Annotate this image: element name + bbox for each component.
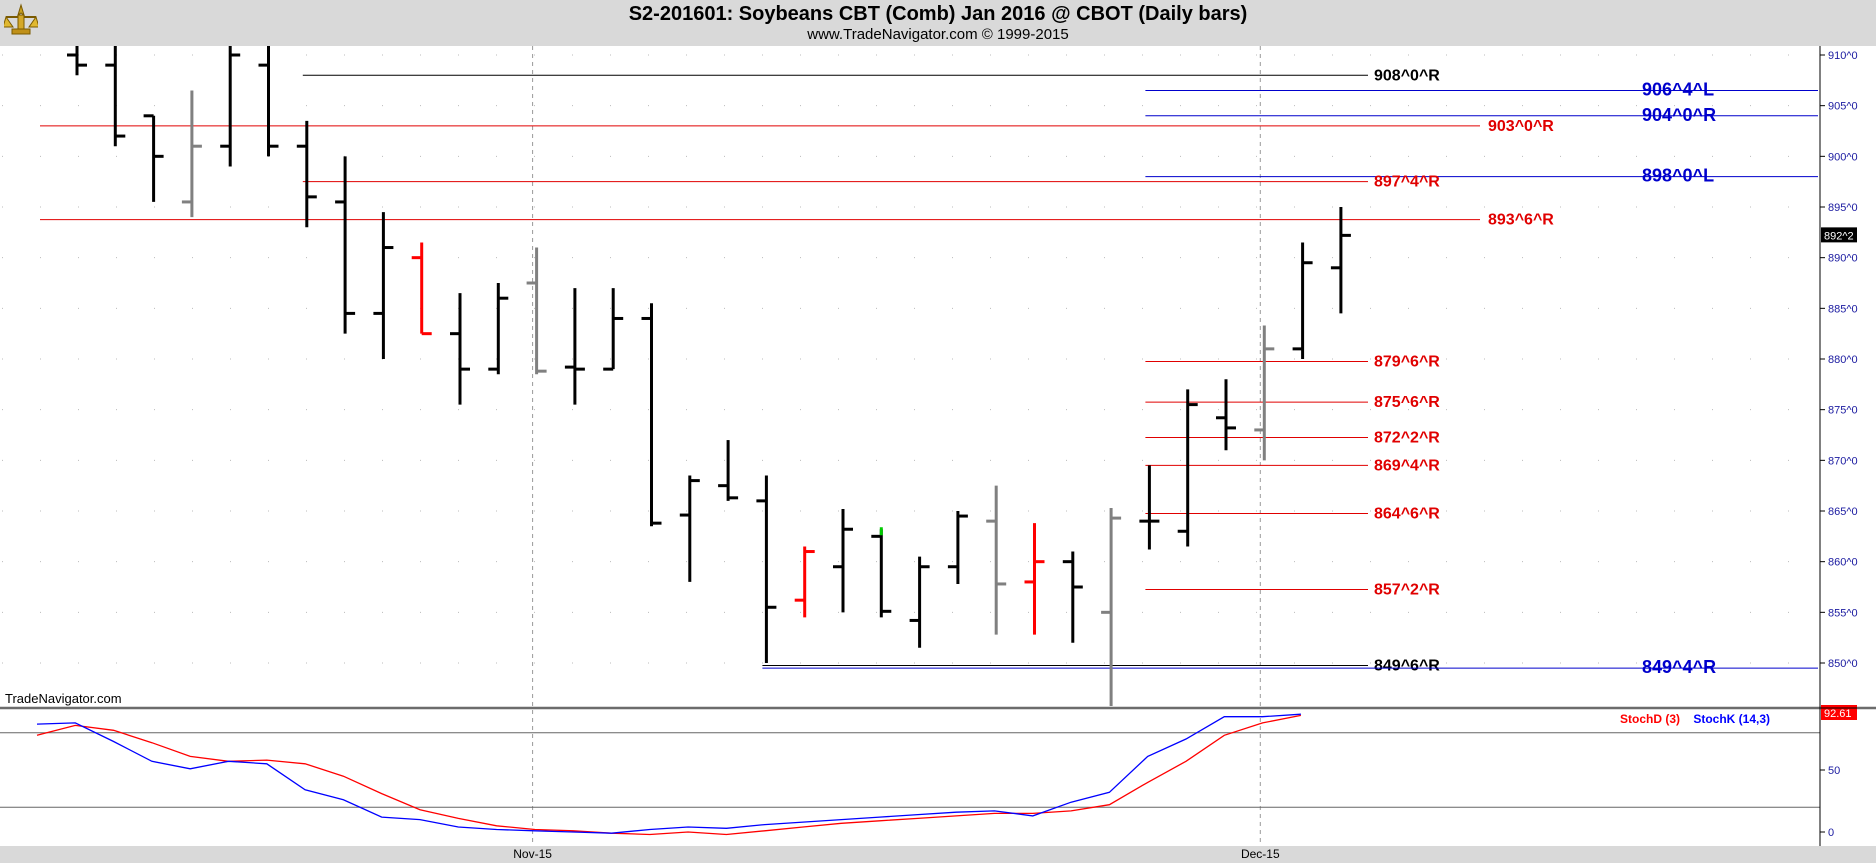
price-tick-label: 875^0 xyxy=(1828,405,1858,417)
price-tick-label: 910^0 xyxy=(1828,50,1858,62)
stoch-axis-background xyxy=(1820,710,1876,846)
stoch-legend-d: StochD (3) xyxy=(1620,712,1680,726)
page-subtitle: www.TradeNavigator.com © 1999-2015 xyxy=(807,26,1069,43)
page-title: S2-201601: Soybeans CBT (Comb) Jan 2016 … xyxy=(628,3,1248,25)
trade-navigator-logo-icon xyxy=(4,3,38,35)
price-tick-label: 865^0 xyxy=(1828,506,1858,518)
level-label: 898^0^L xyxy=(1642,166,1714,186)
price-tick-label: 900^0 xyxy=(1828,151,1858,163)
last-price-label: 892^2 xyxy=(1824,230,1854,242)
stoch-tick-label: 0 xyxy=(1828,827,1834,839)
axes: Nov-15 Dec-15 910^0 905^0 900^0 895^0 890^0 885… xyxy=(0,46,1876,861)
stoch-last-value-label: 92.61 xyxy=(1824,708,1852,720)
stochastic-panel: 0 50 StochD (3) StochK (14,3) 92.61 xyxy=(0,705,1857,839)
level-label: 864^6^R xyxy=(1374,506,1440,523)
level-label: 875^6^R xyxy=(1374,394,1440,411)
price-bars xyxy=(67,46,1351,706)
level-label: 869^4^R xyxy=(1374,457,1440,474)
level-label: 906^4^L xyxy=(1642,79,1714,99)
price-tick-label: 905^0 xyxy=(1828,101,1858,113)
stoch-tick-label: 50 xyxy=(1828,765,1840,777)
price-tick-label: 895^0 xyxy=(1828,202,1858,214)
level-label: 904^0^R xyxy=(1642,105,1716,125)
chart-header: S2-201601: Soybeans CBT (Comb) Jan 2016 … xyxy=(0,0,1876,46)
level-label: 908^0^R xyxy=(1374,67,1440,84)
price-tick-label: 860^0 xyxy=(1828,557,1858,569)
stoch-plot-background xyxy=(0,710,1820,846)
level-label: 857^2^R xyxy=(1374,582,1440,599)
level-label: 897^4^R xyxy=(1374,174,1440,191)
level-lines: 908^0^R 906^4^L 904^0^R 903^0^R 898^0^L 897^4… xyxy=(40,67,1818,677)
price-tick-label: 870^0 xyxy=(1828,455,1858,467)
level-label: 849^4^R xyxy=(1642,657,1716,677)
x-tick-label: Dec-15 xyxy=(1241,847,1280,861)
level-label: 872^2^R xyxy=(1374,430,1440,447)
stoch-series-line xyxy=(36,713,1301,834)
price-tick-label: 880^0 xyxy=(1828,354,1858,366)
price-tick-label: 850^0 xyxy=(1828,658,1858,670)
level-label: 903^0^R xyxy=(1488,118,1554,135)
stoch-series-line xyxy=(36,714,1302,836)
watermark: TradeNavigator.com xyxy=(5,691,122,706)
stoch-last-value-box xyxy=(1821,705,1857,720)
price-tick-label: 885^0 xyxy=(1828,303,1858,315)
price-axis-background xyxy=(1820,46,1876,706)
price-tick-label: 890^0 xyxy=(1828,253,1858,265)
stoch-legend-k: StochK (14,3) xyxy=(1693,712,1770,726)
price-plot-background xyxy=(0,46,1820,706)
level-label: 893^6^R xyxy=(1488,212,1554,229)
last-price-box xyxy=(1821,227,1857,243)
level-label: 849^6^R xyxy=(1374,658,1440,675)
grid xyxy=(2,46,1820,846)
level-label: 879^6^R xyxy=(1374,354,1440,371)
x-tick-label: Nov-15 xyxy=(513,847,552,861)
price-tick-label: 855^0 xyxy=(1828,607,1858,619)
